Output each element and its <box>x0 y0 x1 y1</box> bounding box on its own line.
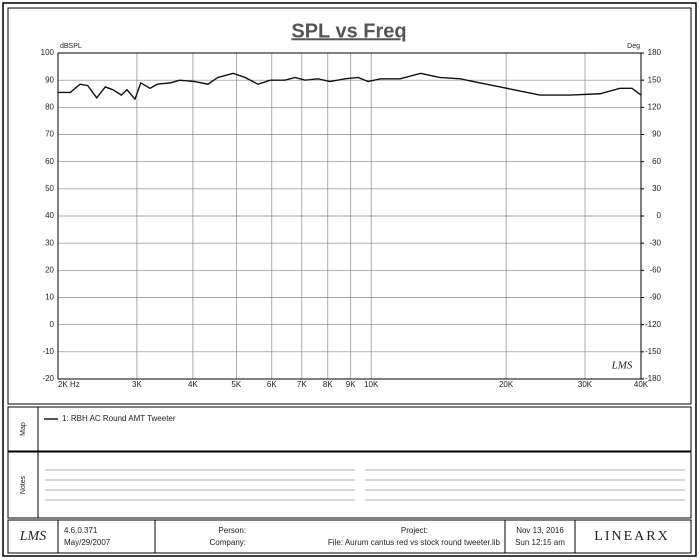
notes-panel <box>7 451 692 519</box>
y2-tick-label: -60 <box>649 265 661 274</box>
y2-tick-label: 180 <box>648 48 662 57</box>
footer-version: 4.6.0.371 <box>64 526 98 535</box>
x-tick-label: 2K Hz <box>58 380 80 389</box>
map-panel <box>7 406 692 452</box>
footer-company: Company: <box>210 538 246 547</box>
chart-frame <box>7 7 692 405</box>
y-tick-label: 30 <box>45 238 54 247</box>
plot-frame <box>57 52 642 380</box>
y2-tick-label: -120 <box>645 320 662 329</box>
footer-brand: LINEARX <box>594 529 669 544</box>
x-tick-label: 5K <box>231 380 241 389</box>
y2-tick-label: -90 <box>649 293 661 302</box>
note-lines <box>45 469 685 501</box>
watermark: LMS <box>611 360 633 372</box>
x-tick-label: 20K <box>499 380 514 389</box>
y2-tick-label: 150 <box>648 75 662 84</box>
y-tick-label: -20 <box>42 374 54 383</box>
y-tick-label: 90 <box>45 75 54 84</box>
footer-person: Person: <box>218 526 246 535</box>
y-tick-label: 60 <box>45 157 54 166</box>
y2-tick-label: -30 <box>649 238 661 247</box>
y-tick-label: 40 <box>45 211 54 220</box>
y2-tick-label: 90 <box>652 130 661 139</box>
x-tick-label: 10K <box>364 380 379 389</box>
x-tick-label: 3K <box>132 380 142 389</box>
y-tick-label: 50 <box>45 184 54 193</box>
footer-file: File: Aurum cantus red vs stock round tw… <box>328 538 501 547</box>
x-tick-label: 40K <box>634 380 649 389</box>
x-tick-label: 7K <box>297 380 307 389</box>
y2-tick-label: -180 <box>645 374 662 383</box>
chart-title: SPL vs Freq <box>291 20 406 42</box>
series-line <box>58 72 642 101</box>
y2-tick-label: 60 <box>652 157 661 166</box>
footer-project: Project: <box>401 526 428 535</box>
y2-tick-label: 0 <box>657 211 662 220</box>
y2-tick-label: -150 <box>645 347 662 356</box>
footer-time: Sun 12:15 am <box>515 538 565 547</box>
footer-logo: LMS <box>19 529 46 544</box>
x-tick-label: 4K <box>188 380 198 389</box>
x-tick-label: 30K <box>578 380 593 389</box>
footer-dividers <box>57 520 576 553</box>
y-tick-label: 80 <box>45 102 54 111</box>
x-tick-label: 6K <box>267 380 277 389</box>
footer-build-date: May/29/2007 <box>64 538 111 547</box>
y2-axis-label: Deg <box>627 43 640 50</box>
y-tick-label: 70 <box>45 130 54 139</box>
y-tick-label: -10 <box>42 347 54 356</box>
y-axis-label: dBSPL <box>60 43 82 50</box>
y2-tick-label: 120 <box>648 102 662 111</box>
y-tick-label: 20 <box>45 265 54 274</box>
x-tick-label: 8K <box>323 380 333 389</box>
y-tick-label: 0 <box>50 320 55 329</box>
panel-label: Notes <box>20 475 27 494</box>
panel-label: Map <box>20 422 27 436</box>
y-tick-label: 100 <box>41 48 55 57</box>
footer-date: Nov 13, 2016 <box>516 526 564 535</box>
legend-label: 1: RBH AC Round AMT Tweeter <box>62 414 176 423</box>
y-tick-label: 10 <box>45 293 54 302</box>
y2-tick-label: 30 <box>652 184 661 193</box>
x-tick-label: 9K <box>346 380 356 389</box>
footer <box>7 519 692 554</box>
